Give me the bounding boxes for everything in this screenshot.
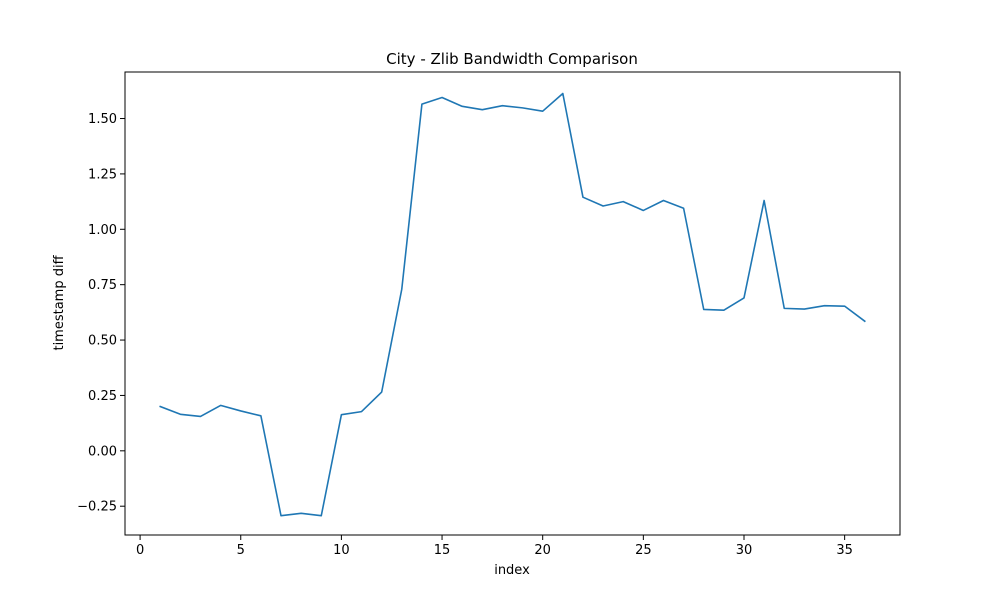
y-axis-label: timestamp diff [52,254,67,350]
x-axis-ticks: 0 5 10 15 20 25 30 35 [136,535,853,558]
chart-title: City - Zlib Bandwidth Comparison [386,50,638,68]
y-tick-label: 1.25 [88,167,117,182]
x-tick-label: 20 [534,543,551,558]
series-line [159,92,866,517]
y-tick-label: −0.25 [77,500,117,515]
x-tick-label: 10 [333,543,350,558]
y-tick-label: 0.75 [88,278,117,293]
y-axis-ticks: −0.25 0.00 0.25 0.50 0.75 1.00 1.25 1.50 [77,112,125,515]
x-tick-label: 35 [836,543,853,558]
y-tick-label: 0.25 [88,389,117,404]
x-tick-label: 0 [136,543,144,558]
y-tick-label: 0.00 [88,444,117,459]
y-tick-label: 0.50 [88,334,117,349]
series-layer [159,92,866,517]
plot-area-frame [124,71,901,536]
x-tick-label: 25 [635,543,652,558]
y-tick-label: 1.50 [88,112,117,127]
y-tick-label: 1.00 [88,223,117,238]
x-axis-label: index [494,563,530,578]
x-tick-label: 5 [237,543,245,558]
x-tick-label: 30 [736,543,753,558]
x-tick-label: 15 [434,543,451,558]
